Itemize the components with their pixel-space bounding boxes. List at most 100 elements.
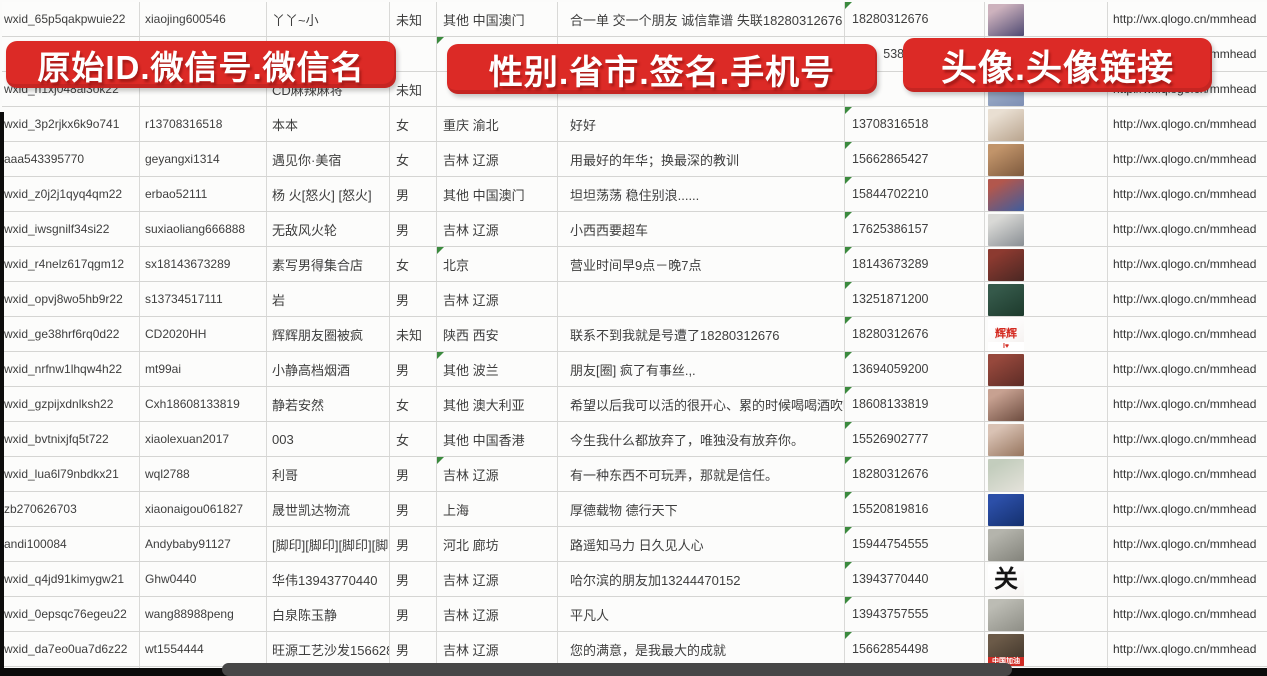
- cell-avatar-link[interactable]: http://wx.qlogo.cn/mmhead: [1113, 397, 1257, 411]
- cell-wechat-id[interactable]: mt99ai: [140, 352, 267, 386]
- cell-wechat-id[interactable]: r13708316518: [140, 107, 267, 141]
- cell-region[interactable]: 北京: [437, 247, 558, 281]
- cell-avatar[interactable]: [985, 2, 1108, 36]
- cell-phone[interactable]: 13708316518: [845, 107, 985, 141]
- cell-avatar[interactable]: [985, 107, 1108, 141]
- cell-original-id[interactable]: wxid_da7eo0ua7d6z22: [2, 632, 140, 666]
- cell-gender[interactable]: 男: [390, 282, 437, 316]
- cell-wechat-name[interactable]: 利哥: [267, 457, 390, 491]
- cell-avatar[interactable]: [985, 212, 1108, 246]
- cell-avatar-link[interactable]: http://wx.qlogo.cn/mmhead: [1113, 187, 1257, 201]
- cell-avatar[interactable]: [985, 142, 1108, 176]
- cell-wechat-id[interactable]: geyangxi1314: [140, 142, 267, 176]
- cell-original-id[interactable]: wxid_bvtnixjfq5t722: [2, 422, 140, 456]
- cell-wechat-id[interactable]: suxiaoliang666888: [140, 212, 267, 246]
- cell-phone[interactable]: 13251871200: [845, 282, 985, 316]
- cell-region[interactable]: 吉林 辽源: [437, 282, 558, 316]
- cell-avatar[interactable]: [985, 352, 1108, 386]
- cell-gender[interactable]: 男: [390, 492, 437, 526]
- cell-gender[interactable]: 男: [390, 597, 437, 631]
- cell-wechat-name[interactable]: 杨 火[怒火] [怒火]: [267, 177, 390, 211]
- cell-avatar[interactable]: 关: [985, 562, 1108, 596]
- cell-original-id[interactable]: wxid_lua6l79nbdkx21: [2, 457, 140, 491]
- cell-wechat-name[interactable]: 003: [267, 422, 390, 456]
- cell-wechat-id[interactable]: CD2020HH: [140, 317, 267, 351]
- cell-phone[interactable]: 18608133819: [845, 387, 985, 421]
- cell-original-id[interactable]: wxid_3p2rjkx6k9o741: [2, 107, 140, 141]
- cell-region[interactable]: 吉林 辽源: [437, 597, 558, 631]
- cell-original-id[interactable]: wxid_q4jd91kimygw21: [2, 562, 140, 596]
- cell-wechat-id[interactable]: xiaojing600546: [140, 2, 267, 36]
- cell-avatar-link[interactable]: http://wx.qlogo.cn/mmhead: [1113, 12, 1257, 26]
- cell-wechat-name[interactable]: 小静高档烟酒: [267, 352, 390, 386]
- cell-region[interactable]: 河北 廊坊: [437, 527, 558, 561]
- cell-phone[interactable]: 15662854498: [845, 632, 985, 666]
- cell-avatar-link[interactable]: http://wx.qlogo.cn/mmhead: [1113, 537, 1257, 551]
- cell-avatar[interactable]: [985, 177, 1108, 211]
- cell-region[interactable]: 其他 波兰: [437, 352, 558, 386]
- cell-region[interactable]: 吉林 辽源: [437, 142, 558, 176]
- cell-wechat-name[interactable]: 素写男得集合店: [267, 247, 390, 281]
- cell-signature[interactable]: 用最好的年华；换最深的教训: [558, 142, 845, 176]
- cell-avatar-link[interactable]: http://wx.qlogo.cn/mmhead: [1113, 327, 1257, 341]
- cell-avatar-link[interactable]: http://wx.qlogo.cn/mmhead: [1113, 152, 1257, 166]
- cell-phone[interactable]: 18280312676: [845, 2, 985, 36]
- cell-wechat-id[interactable]: xiaolexuan2017: [140, 422, 267, 456]
- cell-original-id[interactable]: andi100084: [2, 527, 140, 561]
- cell-gender[interactable]: 男: [390, 352, 437, 386]
- cell-gender[interactable]: 男: [390, 632, 437, 666]
- cell-gender[interactable]: 男: [390, 212, 437, 246]
- cell-phone[interactable]: 13943770440: [845, 562, 985, 596]
- cell-wechat-name[interactable]: [脚印][脚印][脚印][脚印: [267, 527, 390, 561]
- cell-avatar[interactable]: [985, 492, 1108, 526]
- cell-gender[interactable]: 未知: [390, 317, 437, 351]
- cell-region[interactable]: 吉林 辽源: [437, 457, 558, 491]
- cell-phone[interactable]: 18143673289: [845, 247, 985, 281]
- cell-region[interactable]: 其他 中国香港: [437, 422, 558, 456]
- cell-gender[interactable]: 女: [390, 142, 437, 176]
- cell-wechat-name[interactable]: 丫丫~小: [267, 2, 390, 36]
- cell-avatar[interactable]: [985, 247, 1108, 281]
- cell-avatar[interactable]: 中国加油: [985, 632, 1108, 666]
- cell-region[interactable]: 其他 中国澳门: [437, 177, 558, 211]
- cell-phone[interactable]: 15662865427: [845, 142, 985, 176]
- cell-wechat-id[interactable]: xiaonaigou061827: [140, 492, 267, 526]
- cell-gender[interactable]: 女: [390, 247, 437, 281]
- cell-wechat-id[interactable]: wt1554444: [140, 632, 267, 666]
- cell-avatar-link[interactable]: http://wx.qlogo.cn/mmhead: [1113, 607, 1257, 621]
- cell-wechat-id[interactable]: [140, 72, 267, 106]
- cell-wechat-id[interactable]: s13734517111: [140, 282, 267, 316]
- cell-region[interactable]: 上海: [437, 492, 558, 526]
- cell-avatar-link[interactable]: http://wx.qlogo.cn/mmhead: [1113, 292, 1257, 306]
- cell-region[interactable]: 陕西 西安: [437, 317, 558, 351]
- scrollbar-thumb[interactable]: [222, 663, 1012, 676]
- cell-signature[interactable]: 哈尔滨的朋友加13244470152: [558, 562, 845, 596]
- cell-original-id[interactable]: aaa543395770: [2, 142, 140, 176]
- cell-region[interactable]: 吉林 辽源: [437, 562, 558, 596]
- cell-wechat-id[interactable]: Cxh18608133819: [140, 387, 267, 421]
- cell-signature[interactable]: 好好: [558, 107, 845, 141]
- cell-region[interactable]: 吉林 辽源: [437, 632, 558, 666]
- cell-gender[interactable]: 男: [390, 562, 437, 596]
- cell-phone[interactable]: 15520819816: [845, 492, 985, 526]
- cell-signature[interactable]: [558, 282, 845, 316]
- cell-gender[interactable]: 男: [390, 527, 437, 561]
- cell-wechat-name[interactable]: 本本: [267, 107, 390, 141]
- cell-signature[interactable]: 联系不到我就是号遭了18280312676: [558, 317, 845, 351]
- cell-region[interactable]: 吉林 辽源: [437, 212, 558, 246]
- cell-phone[interactable]: 15526902777: [845, 422, 985, 456]
- cell-wechat-name[interactable]: 白泉陈玉静: [267, 597, 390, 631]
- cell-wechat-id[interactable]: sx18143673289: [140, 247, 267, 281]
- cell-signature[interactable]: 营业时间早9点－晚7点: [558, 247, 845, 281]
- cell-avatar[interactable]: [985, 457, 1108, 491]
- cell-original-id[interactable]: wxid_opvj8wo5hb9r22: [2, 282, 140, 316]
- cell-avatar[interactable]: [985, 282, 1108, 316]
- cell-original-id[interactable]: wxid_ge38hrf6rq0d22: [2, 317, 140, 351]
- cell-signature[interactable]: 您的满意，是我最大的成就: [558, 632, 845, 666]
- cell-region[interactable]: 其他 中国澳门: [437, 2, 558, 36]
- cell-gender[interactable]: 未知: [390, 72, 437, 106]
- cell-original-id[interactable]: wxid_nrfnw1lhqw4h22: [2, 352, 140, 386]
- cell-signature[interactable]: 希望以后我可以活的很开心、累的时候喝喝酒吹吹[: [558, 387, 845, 421]
- cell-original-id[interactable]: wxid_z0j2j1qyq4qm22: [2, 177, 140, 211]
- cell-avatar-link[interactable]: http://wx.qlogo.cn/mmhead: [1113, 117, 1257, 131]
